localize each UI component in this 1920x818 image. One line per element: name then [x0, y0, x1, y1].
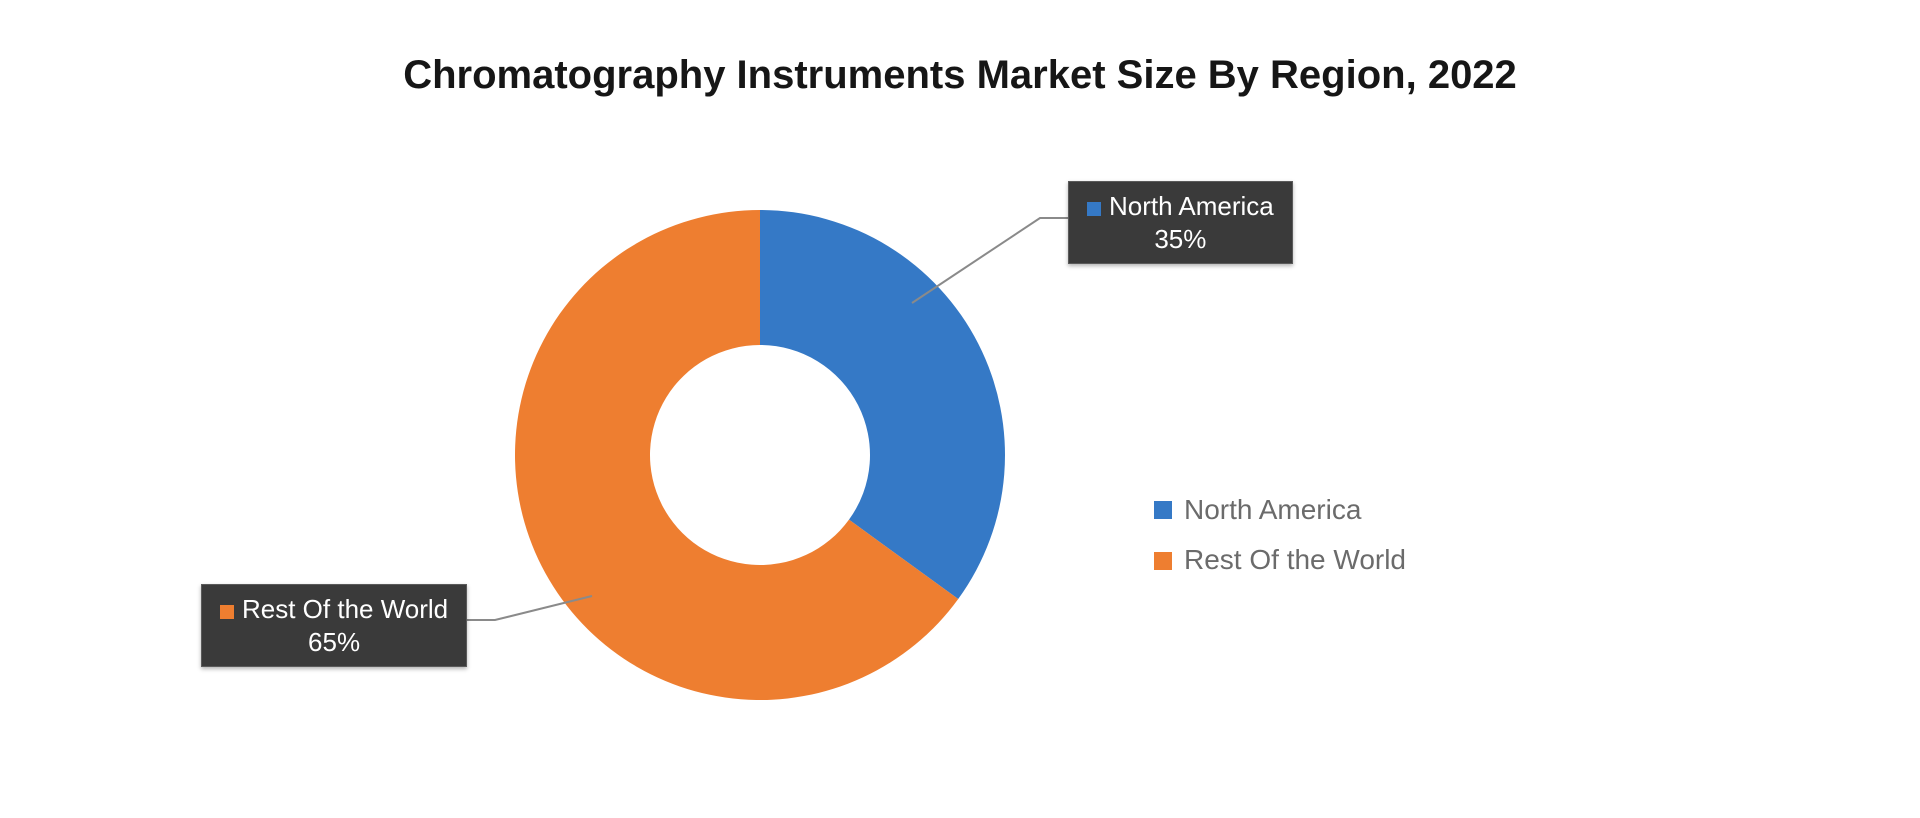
swatch-icon: [220, 605, 234, 619]
legend-item-rest-of-world: Rest Of the World: [1154, 535, 1406, 585]
chart-area: [0, 0, 1920, 818]
callout-value: 65%: [220, 626, 448, 659]
legend: North America Rest Of the World: [1154, 485, 1406, 586]
callout-label: North America: [1109, 191, 1274, 221]
legend-swatch-icon: [1154, 552, 1172, 570]
callout-value: 35%: [1087, 223, 1274, 256]
callout-label: Rest Of the World: [242, 594, 448, 624]
legend-label: North America: [1184, 485, 1361, 535]
callout-line1: Rest Of the World: [220, 593, 448, 626]
callout-north-america: North America 35%: [1068, 181, 1293, 264]
legend-label: Rest Of the World: [1184, 535, 1406, 585]
page-root: Chromatography Instruments Market Size B…: [0, 0, 1920, 818]
legend-item-north-america: North America: [1154, 485, 1406, 535]
swatch-icon: [1087, 202, 1101, 216]
legend-swatch-icon: [1154, 501, 1172, 519]
callout-line1: North America: [1087, 190, 1274, 223]
donut-svg: [0, 0, 1920, 818]
slice-north-america: [760, 210, 1005, 599]
callout-rest-of-world: Rest Of the World 65%: [201, 584, 467, 667]
